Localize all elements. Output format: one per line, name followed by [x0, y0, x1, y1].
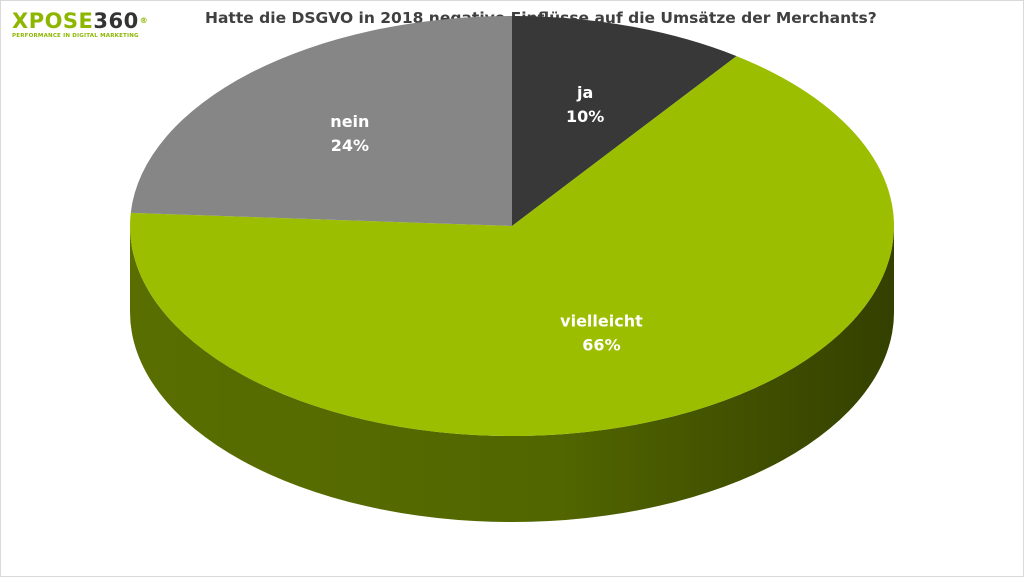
pie-labels: ja 10% vielleicht 66% nein 24% — [330, 83, 643, 354]
pie-value-ja: 10% — [566, 107, 604, 126]
pie-slices — [130, 16, 895, 436]
logo-registered-mark: ® — [139, 16, 149, 25]
brand-logo: XPOSE360® PERFORMANCE IN DIGITAL MARKETI… — [12, 10, 162, 46]
pie-label-vielleicht: vielleicht — [560, 312, 643, 331]
pie-label-nein: nein — [330, 112, 369, 131]
logo-tagline: PERFORMANCE IN DIGITAL MARKETING — [12, 33, 139, 39]
logo-main-text: XPOSE — [12, 9, 94, 33]
pie-slice-ja — [512, 16, 737, 226]
pie-side-shade-vielleicht — [130, 226, 894, 522]
logo-number-text: 360 — [93, 9, 139, 33]
pie-value-nein: 24% — [331, 136, 369, 155]
pie-label-ja: ja — [576, 83, 593, 102]
pie-slice-vielleicht — [130, 56, 895, 436]
pie-slice-nein — [130, 16, 512, 226]
logo-wordmark: XPOSE360® — [12, 10, 162, 32]
pie-value-vielleicht: 66% — [582, 336, 620, 355]
pie-side-walls — [130, 226, 894, 522]
